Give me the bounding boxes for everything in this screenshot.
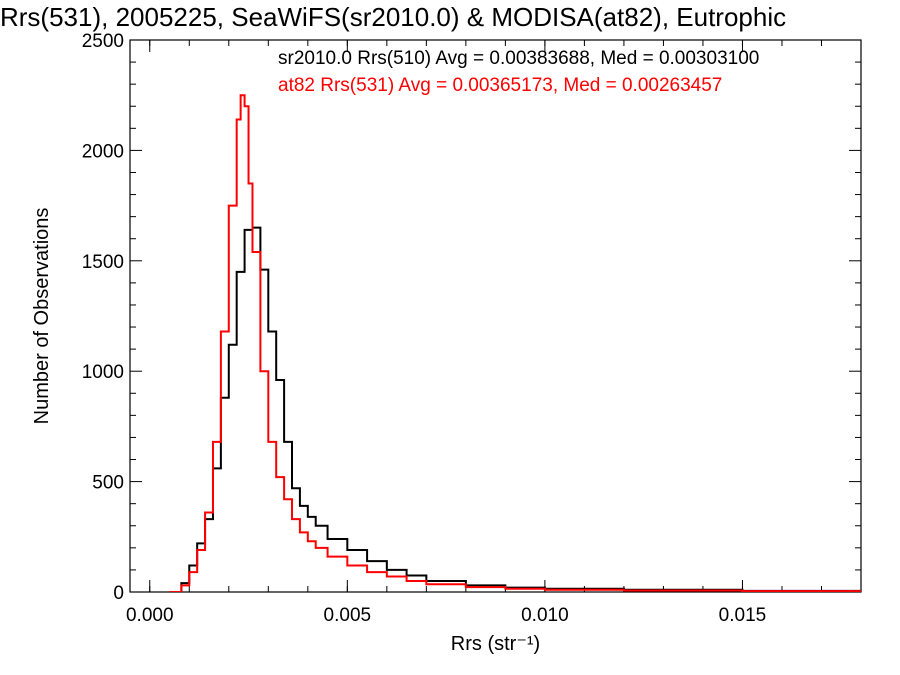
y-tick-label: 1000 xyxy=(82,362,124,383)
series-line-1 xyxy=(169,226,861,592)
x-axis-label: Rrs (str⁻¹) xyxy=(451,633,540,655)
x-tick-label: 0.015 xyxy=(719,605,767,626)
plot-area xyxy=(129,39,862,593)
x-axis: 0.000 0.005 0.010 0.015 xyxy=(126,40,862,626)
series-layer xyxy=(169,94,861,592)
legend-entry-1: sr2010.0 Rrs(510) Avg = 0.00383688, Med … xyxy=(278,48,759,69)
x-tick-label: 0.000 xyxy=(126,605,174,626)
y-tick-label: 2000 xyxy=(82,141,124,162)
y-tick-label: 2500 xyxy=(82,31,124,52)
y-tick-label: 500 xyxy=(92,473,124,494)
y-axis: 0 500 1000 1500 2000 2500 xyxy=(82,31,861,604)
series-line-2 xyxy=(169,94,861,592)
x-tick-label: 0.005 xyxy=(324,605,372,626)
legend-entry-2: at82 Rrs(531) Avg = 0.00365173, Med = 0.… xyxy=(278,75,722,96)
y-axis-label: Number of Observations xyxy=(31,208,53,425)
chart-title: Rrs(531), 2005225, SeaWiFS(sr2010.0) & M… xyxy=(0,2,786,32)
y-tick-label: 0 xyxy=(113,583,124,604)
legend: sr2010.0 Rrs(510) Avg = 0.00383688, Med … xyxy=(278,48,759,96)
y-tick-label: 1500 xyxy=(82,252,124,273)
x-tick-label: 0.010 xyxy=(521,605,569,626)
